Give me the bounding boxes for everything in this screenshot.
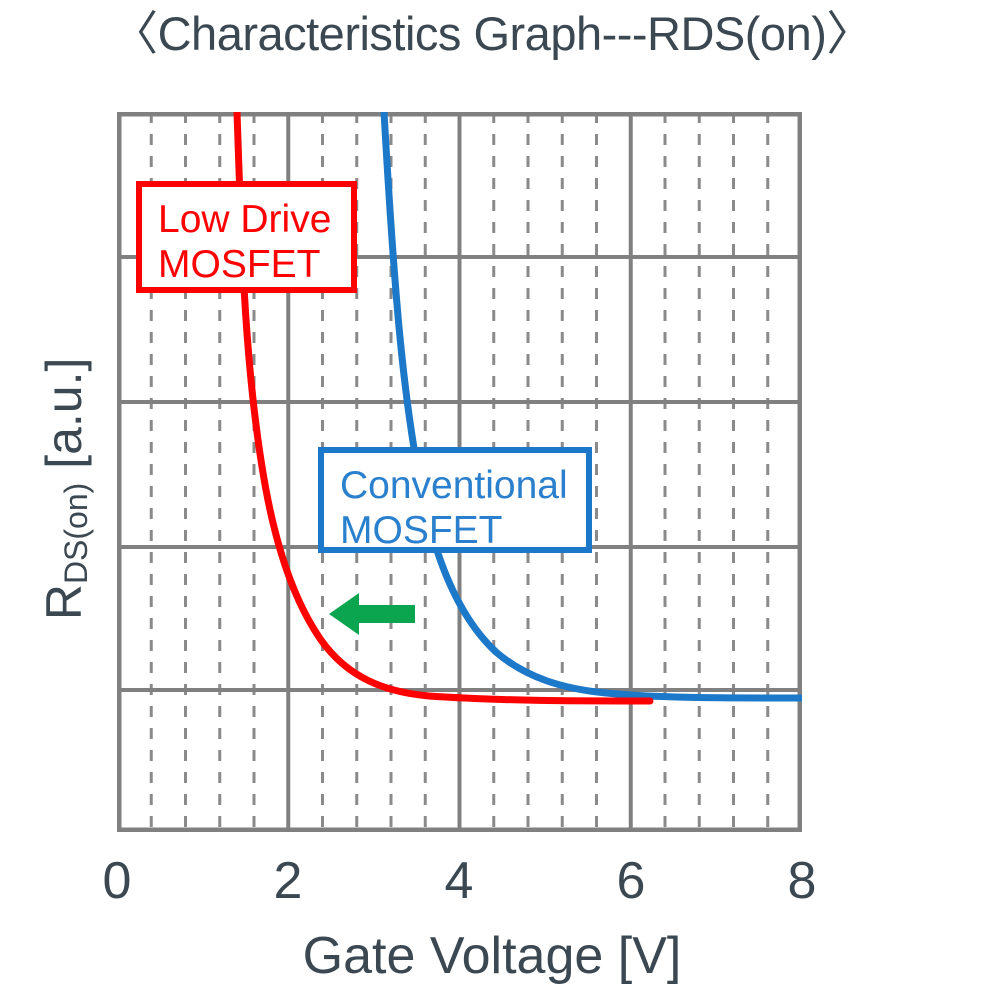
x-tick-label-0: 0: [102, 852, 132, 910]
y-axis-title-unit: [a.u.]: [36, 357, 93, 483]
shift-arrow: [327, 588, 417, 640]
left-arrow-icon: [329, 593, 415, 635]
page-title: 〈Characteristics Graph---RDS(on)〉: [111, 7, 873, 60]
x-axis-title: Gate Voltage [V]: [302, 927, 682, 985]
series-line-conventional: [380, 112, 802, 702]
y-axis-title-subscript: DS(on): [57, 482, 94, 585]
plot-area: Low Drive MOSFET Conventional MOSFET: [117, 112, 802, 832]
callout-low-drive-mosfet: Low Drive MOSFET: [136, 181, 357, 293]
x-tick-label-4: 4: [444, 852, 474, 910]
y-axis-title: RDS(on) [a.u.]: [36, 239, 104, 739]
callout-conventional-mosfet: Conventional MOSFET: [318, 447, 592, 553]
x-tick-label-2: 2: [273, 852, 303, 910]
y-axis-title-main: R: [36, 584, 93, 621]
x-tick-label-6: 6: [616, 852, 646, 910]
x-tick-label-8: 8: [787, 852, 817, 910]
